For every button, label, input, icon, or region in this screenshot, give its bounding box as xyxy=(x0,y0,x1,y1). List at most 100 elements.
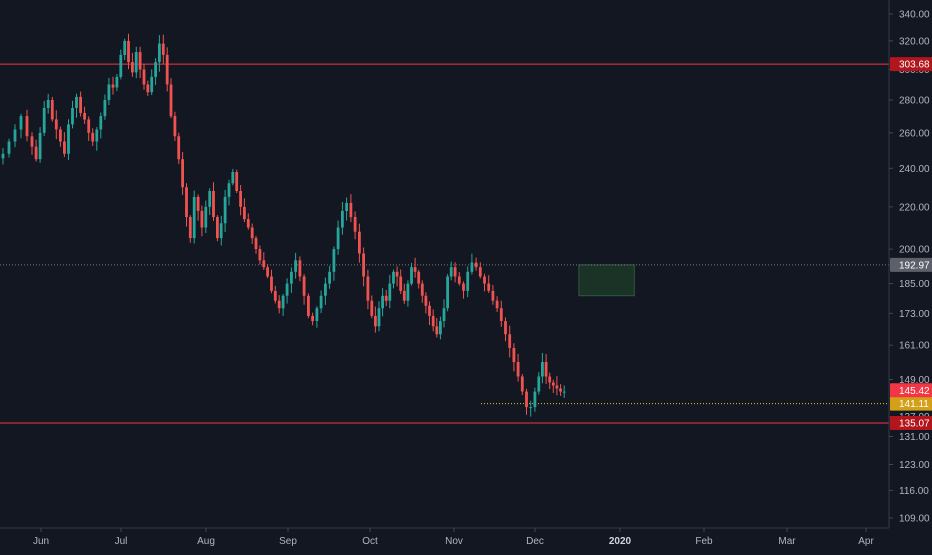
zone-layer xyxy=(578,264,635,297)
candle xyxy=(188,215,192,243)
price-tick-label: 173.00 xyxy=(899,309,930,320)
price-tick-label: 220.00 xyxy=(899,202,930,213)
price-label-layer: 303.68 192.97 141.11 135.07 145.42 xyxy=(890,57,932,430)
candle xyxy=(161,34,165,64)
candle xyxy=(402,283,406,304)
candle xyxy=(520,374,524,395)
candle xyxy=(508,325,512,358)
candle xyxy=(239,185,242,216)
candle xyxy=(19,113,23,139)
candle xyxy=(266,264,269,279)
candle xyxy=(424,292,428,314)
candle xyxy=(341,202,344,235)
candle xyxy=(59,126,62,147)
candle xyxy=(216,215,219,242)
time-tick-label: 2020 xyxy=(609,536,632,547)
candle xyxy=(462,281,465,299)
candle xyxy=(392,269,395,289)
price-line-label: 192.97 xyxy=(899,260,930,271)
candle xyxy=(262,252,266,270)
candle xyxy=(196,194,200,221)
candle xyxy=(212,182,215,221)
candle xyxy=(406,280,410,307)
time-tick-label: Nov xyxy=(445,536,463,547)
candle xyxy=(115,74,119,92)
price-tick-label: 240.00 xyxy=(899,164,930,175)
candles-layer xyxy=(1,33,566,417)
candle xyxy=(185,183,188,227)
candle xyxy=(42,100,46,136)
candle xyxy=(336,220,340,255)
candle xyxy=(374,306,377,333)
time-axis[interactable]: Jun Jul Aug Sep Oct Nov Dec 2020 Feb Mar Apr xyxy=(33,528,875,547)
hline-layer xyxy=(0,63,889,424)
price-tick-label: 123.00 xyxy=(899,460,930,471)
candle xyxy=(470,253,474,275)
candle xyxy=(358,223,361,263)
candle xyxy=(551,379,555,393)
candle xyxy=(67,119,70,160)
highlight-zone[interactable] xyxy=(578,264,635,297)
candle xyxy=(38,127,42,163)
candle xyxy=(449,261,453,281)
candle xyxy=(537,372,541,395)
candle xyxy=(13,124,17,148)
candle xyxy=(91,128,95,146)
candle xyxy=(111,76,115,95)
candle xyxy=(219,215,223,246)
candle xyxy=(439,316,442,340)
price-tick-label: 260.00 xyxy=(899,128,930,139)
price-tick-label: 340.00 xyxy=(899,10,930,21)
candle xyxy=(246,213,250,230)
price-tick-label: 116.00 xyxy=(899,486,929,497)
candle xyxy=(243,198,246,223)
candle xyxy=(499,300,503,327)
candle xyxy=(491,284,495,305)
candle xyxy=(235,169,239,193)
candle xyxy=(512,343,516,372)
candle xyxy=(544,354,548,384)
candle xyxy=(150,69,154,95)
candle xyxy=(417,269,421,289)
candle xyxy=(79,91,82,117)
candle xyxy=(562,385,566,398)
candle xyxy=(75,93,78,118)
candle xyxy=(154,58,157,85)
candle xyxy=(95,127,99,151)
candle xyxy=(165,47,169,92)
candle xyxy=(349,194,353,223)
candle xyxy=(200,205,204,237)
candle xyxy=(307,293,310,319)
candle xyxy=(223,189,227,233)
price-tick-label: 200.00 xyxy=(899,245,930,256)
candle xyxy=(54,110,58,140)
candle xyxy=(516,353,520,382)
price-tick-label: 185.00 xyxy=(899,279,930,290)
price-tick-label: 109.00 xyxy=(899,514,930,525)
price-tick-label: 149.00 xyxy=(899,375,930,386)
candle xyxy=(63,132,66,158)
candle xyxy=(435,318,439,338)
time-tick-label: Jul xyxy=(115,536,128,547)
candle xyxy=(399,269,403,294)
candle xyxy=(119,49,123,80)
candle xyxy=(453,262,457,283)
candle xyxy=(319,290,323,314)
candle xyxy=(457,272,461,286)
candle xyxy=(173,111,177,141)
candle xyxy=(504,317,507,342)
candle xyxy=(487,275,491,293)
candle xyxy=(83,106,86,124)
candle xyxy=(533,387,537,412)
candle xyxy=(127,33,130,70)
candle xyxy=(362,247,365,287)
candle xyxy=(103,94,107,120)
candle xyxy=(285,278,289,304)
candle xyxy=(442,299,446,328)
candle xyxy=(384,290,388,307)
price-line-label: 145.42 xyxy=(899,386,930,397)
candle xyxy=(410,262,413,286)
